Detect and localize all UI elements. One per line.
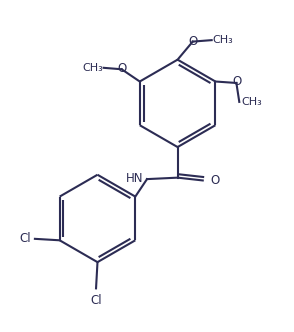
Text: Cl: Cl: [90, 293, 102, 307]
Text: CH₃: CH₃: [212, 35, 233, 45]
Text: O: O: [210, 174, 219, 187]
Text: O: O: [188, 35, 197, 47]
Text: CH₃: CH₃: [82, 63, 103, 73]
Text: O: O: [232, 75, 242, 88]
Text: Cl: Cl: [20, 232, 31, 245]
Text: HN: HN: [126, 172, 143, 185]
Text: O: O: [118, 62, 127, 75]
Text: CH₃: CH₃: [242, 97, 262, 107]
